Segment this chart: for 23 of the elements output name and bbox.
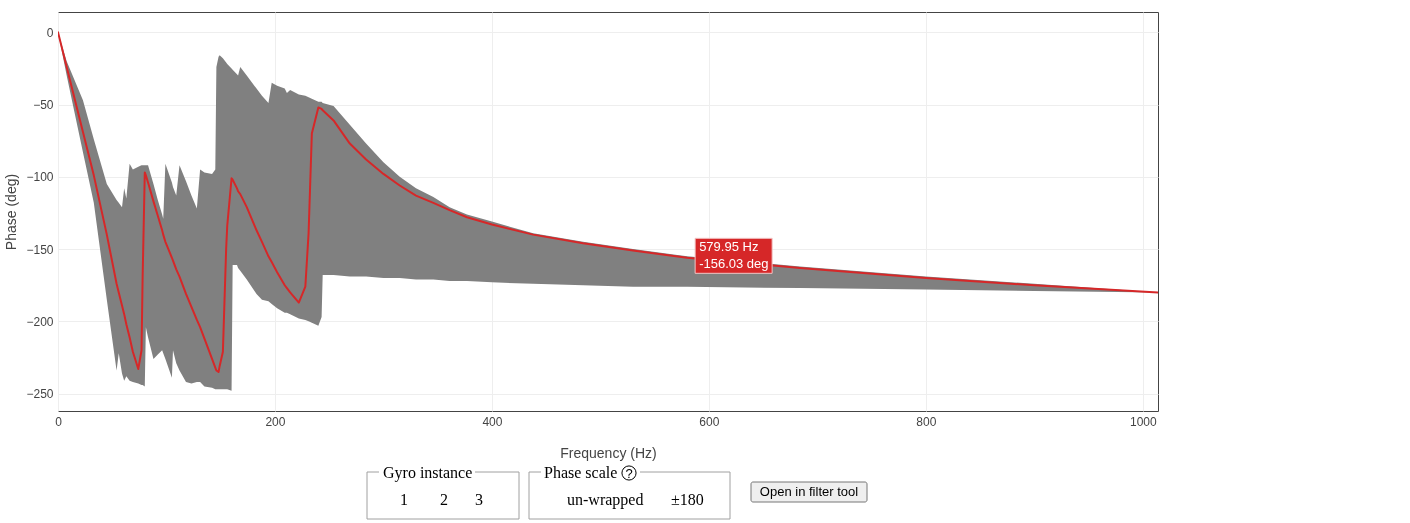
x-tick-label: 1000 — [1129, 414, 1157, 429]
text: ? — [625, 466, 633, 481]
x-tick-label: 200 — [265, 414, 286, 429]
text: ±180 — [671, 491, 704, 508]
text: Phase scale — [544, 464, 618, 481]
text: Gyro instance — [383, 464, 473, 482]
y-tick-label: −150 — [26, 242, 54, 257]
text: 3 — [475, 491, 483, 508]
y-tick-label: −50 — [33, 98, 54, 113]
x-axis-title: Frequency (Hz) — [560, 444, 657, 461]
text: 2 — [440, 491, 448, 508]
text: un-wrapped — [567, 491, 644, 509]
y-tick-label: −100 — [26, 170, 54, 185]
text: Open in filter tool — [759, 484, 859, 499]
y-tick-label: −250 — [26, 387, 54, 402]
x-tick-label: 400 — [482, 414, 503, 429]
y-tick-label: 0 — [46, 25, 54, 40]
y-axis-title: Phase (deg) — [2, 173, 19, 251]
annotation: 579.95 Hz -156.03 deg — [699, 238, 769, 271]
text: 1 — [400, 491, 408, 508]
x-tick-label: 800 — [916, 414, 937, 429]
x-tick-label: 600 — [699, 414, 720, 429]
y-tick-label: −200 — [26, 314, 54, 329]
